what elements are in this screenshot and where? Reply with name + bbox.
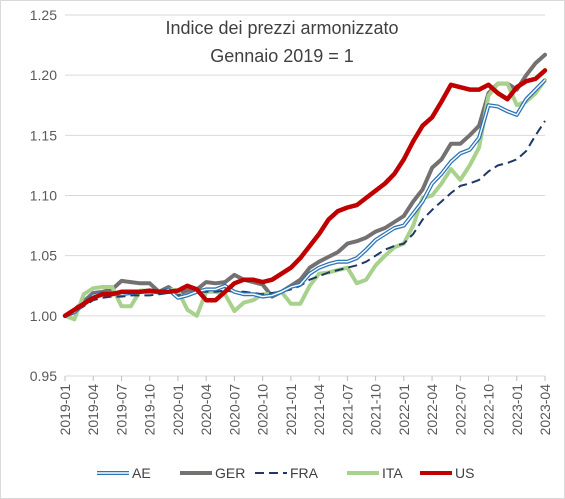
y-tick-label: 1.25 bbox=[30, 7, 57, 23]
legend-label-us: US bbox=[455, 465, 474, 481]
series-line-fra bbox=[64, 120, 546, 317]
x-tick-label: 2023-01 bbox=[509, 384, 525, 436]
x-tick-label: 2019-04 bbox=[85, 384, 101, 436]
x-tick-label: 2019-07 bbox=[113, 384, 129, 436]
legend-label-ger: GER bbox=[215, 465, 245, 481]
x-tick-label: 2022-01 bbox=[396, 384, 412, 436]
x-tick-label: 2023-04 bbox=[537, 384, 553, 436]
x-tick-label: 2019-10 bbox=[142, 384, 158, 436]
x-tick-label: 2021-01 bbox=[283, 384, 299, 436]
legend-label-ita: ITA bbox=[382, 465, 403, 481]
x-tick-label: 2022-07 bbox=[452, 384, 468, 436]
x-tick-label: 2021-04 bbox=[311, 384, 327, 436]
x-tick-label: 2022-04 bbox=[424, 384, 440, 436]
x-tick-label: 2021-10 bbox=[368, 384, 384, 436]
y-tick-label: 1.00 bbox=[30, 308, 57, 324]
legend-label-ae: AE bbox=[132, 465, 151, 481]
x-tick-label: 2020-07 bbox=[226, 384, 242, 436]
y-tick-label: 1.20 bbox=[30, 67, 57, 83]
y-tick-label: 0.95 bbox=[30, 368, 57, 384]
y-tick-label: 1.10 bbox=[30, 188, 57, 204]
x-tick-label: 2020-04 bbox=[198, 384, 214, 436]
x-tick-label: 2020-10 bbox=[255, 384, 271, 436]
chart-subtitle: Gennaio 2019 = 1 bbox=[210, 46, 354, 66]
chart-title: Indice dei prezzi armonizzato bbox=[165, 18, 398, 38]
x-tick-label: 2019-01 bbox=[57, 384, 73, 436]
x-tick-label: 2020-01 bbox=[170, 384, 186, 436]
series-line-us bbox=[62, 68, 548, 319]
x-axis-ticks: 2019-01 2019-04 2019-07 2019-10 2020-01 2020-… bbox=[57, 376, 553, 435]
legend: AE GER FRA ITA US bbox=[97, 465, 474, 481]
y-tick-label: 1.05 bbox=[30, 248, 57, 264]
series-line-ae bbox=[64, 78, 547, 318]
series-line-ger bbox=[63, 52, 547, 318]
legend-label-fra: FRA bbox=[290, 465, 319, 481]
x-tick-label: 2021-07 bbox=[339, 384, 355, 436]
series-lines bbox=[62, 52, 548, 322]
y-tick-label: 1.15 bbox=[30, 127, 57, 143]
x-tick-label: 2022-10 bbox=[481, 384, 497, 436]
y-axis-ticks: 0.95 1.00 1.05 1.10 1.15 1.20 1.25 bbox=[30, 7, 57, 384]
gridlines bbox=[65, 14, 545, 377]
